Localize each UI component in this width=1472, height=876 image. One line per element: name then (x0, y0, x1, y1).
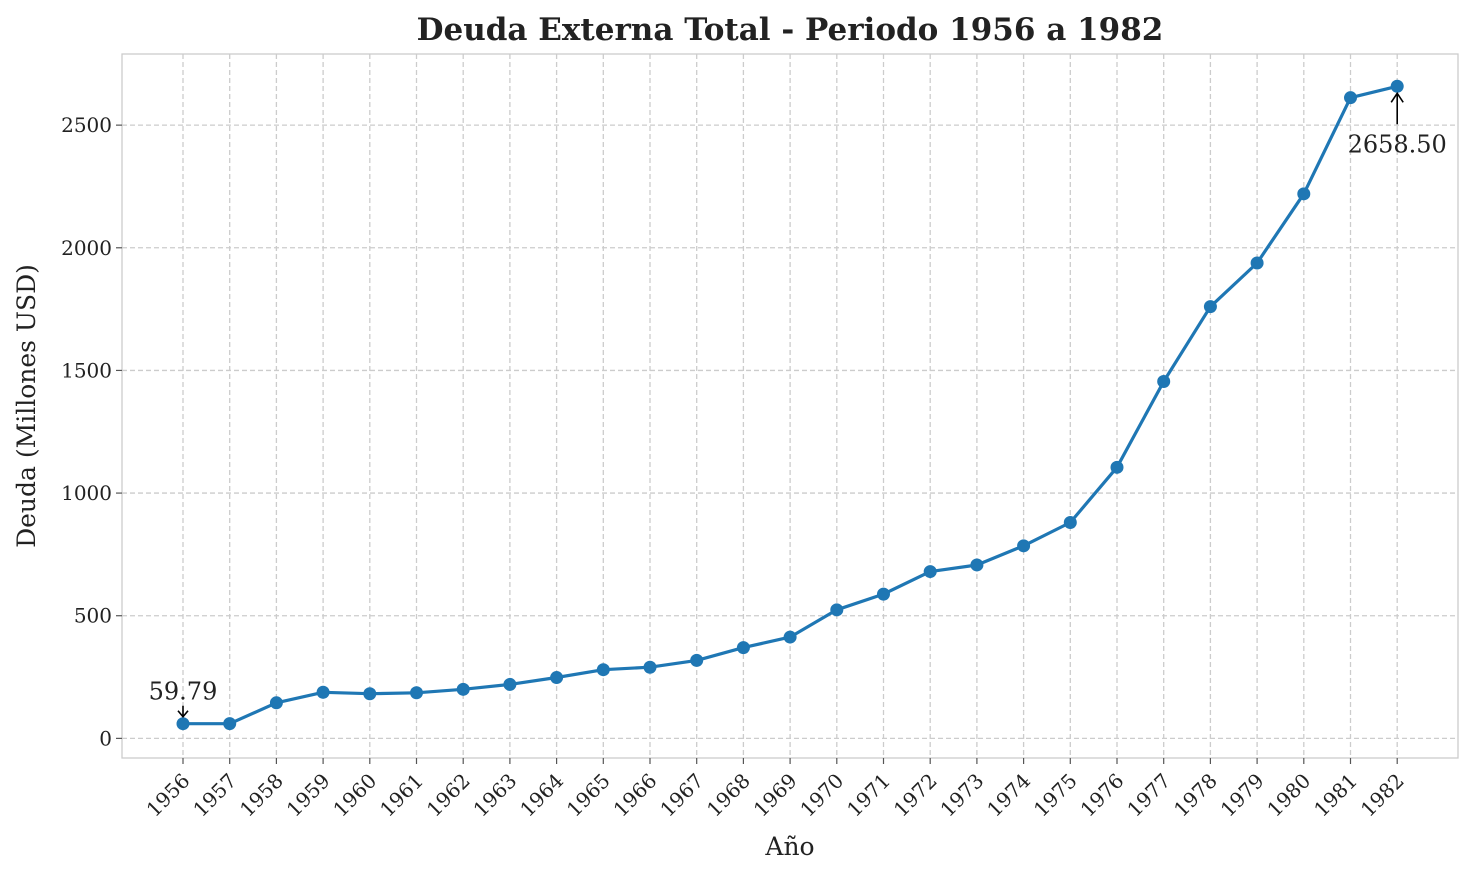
data-point (923, 565, 937, 579)
x-tick-label: 1961 (375, 769, 428, 822)
x-tick-label: 1959 (282, 769, 335, 822)
gridlines (122, 54, 1458, 758)
data-points (176, 79, 1404, 731)
y-tick-label: 1000 (61, 481, 112, 505)
annotations: 59.79 2658.50 (149, 91, 1447, 718)
annotation-label: 2658.50 (1348, 130, 1447, 158)
data-point (316, 685, 330, 699)
x-tick-label: 1973 (935, 769, 988, 822)
x-tick-label: 1957 (188, 769, 241, 822)
x-tick-label: 1975 (1029, 769, 1082, 822)
x-tick-label: 1960 (328, 769, 381, 822)
data-point (1110, 460, 1124, 474)
data-point (176, 717, 190, 731)
x-axis-label: Año (764, 832, 814, 861)
data-point (550, 671, 564, 685)
data-point (970, 558, 984, 572)
annotation-arrow (177, 705, 189, 718)
y-tick-label: 2500 (61, 113, 112, 137)
x-tick-label: 1981 (1309, 769, 1362, 822)
x-tick-label: 1962 (422, 769, 475, 822)
data-point (1297, 187, 1311, 201)
data-point (363, 687, 377, 701)
x-tick-label: 1967 (655, 769, 708, 822)
data-point (783, 630, 797, 644)
y-tick-label: 2000 (61, 236, 112, 260)
y-axis: 0 500 1000 1500 2000 2500 (61, 113, 122, 750)
series-line (183, 84, 1398, 726)
data-point (877, 587, 890, 601)
data-point (1203, 300, 1217, 314)
x-tick-label: 1977 (1122, 769, 1175, 822)
data-point (269, 696, 283, 710)
annotation-label: 59.79 (149, 678, 218, 706)
data-point (1017, 539, 1031, 553)
x-tick-label: 1958 (235, 769, 288, 822)
x-tick-label: 1956 (142, 769, 195, 822)
data-point (1344, 91, 1357, 105)
chart-title: Deuda Externa Total - Periodo 1956 a 198… (417, 12, 1164, 48)
x-tick-label: 1966 (609, 769, 662, 822)
data-point (1250, 256, 1264, 270)
x-tick-label: 1964 (515, 769, 568, 822)
data-point (1390, 79, 1404, 93)
data-point (830, 603, 844, 617)
data-point (1063, 516, 1077, 530)
annotation-arrow (1390, 91, 1404, 125)
data-point (223, 717, 237, 731)
x-tick-label: 1971 (842, 769, 895, 822)
x-tick-label: 1965 (562, 769, 615, 822)
x-tick-label: 1978 (1169, 769, 1222, 822)
x-tick-label: 1979 (1216, 769, 1269, 822)
x-tick-label: 1974 (982, 769, 1035, 822)
x-tick-label: 1969 (749, 769, 802, 822)
x-tick-label: 1982 (1356, 769, 1409, 822)
y-tick-label: 500 (74, 604, 112, 628)
data-point (456, 682, 470, 696)
x-tick-label: 1968 (702, 769, 755, 822)
x-tick-label: 1980 (1262, 769, 1315, 822)
data-point (503, 677, 517, 691)
data-point (690, 653, 704, 667)
y-tick-label: 0 (99, 726, 112, 750)
data-point (643, 660, 657, 674)
x-tick-label: 1963 (468, 769, 521, 822)
x-tick-label: 1972 (889, 769, 942, 822)
data-point (736, 641, 750, 655)
x-tick-label: 1976 (1076, 769, 1129, 822)
y-tick-label: 1500 (61, 358, 112, 382)
y-axis-label: Deuda (Millones USD) (12, 264, 41, 548)
data-point (596, 663, 610, 677)
x-tick-label: 1970 (795, 769, 848, 822)
data-point (410, 686, 423, 700)
x-axis: 1956195719581959196019611962196319641965… (142, 758, 1409, 822)
data-point (1157, 374, 1171, 388)
